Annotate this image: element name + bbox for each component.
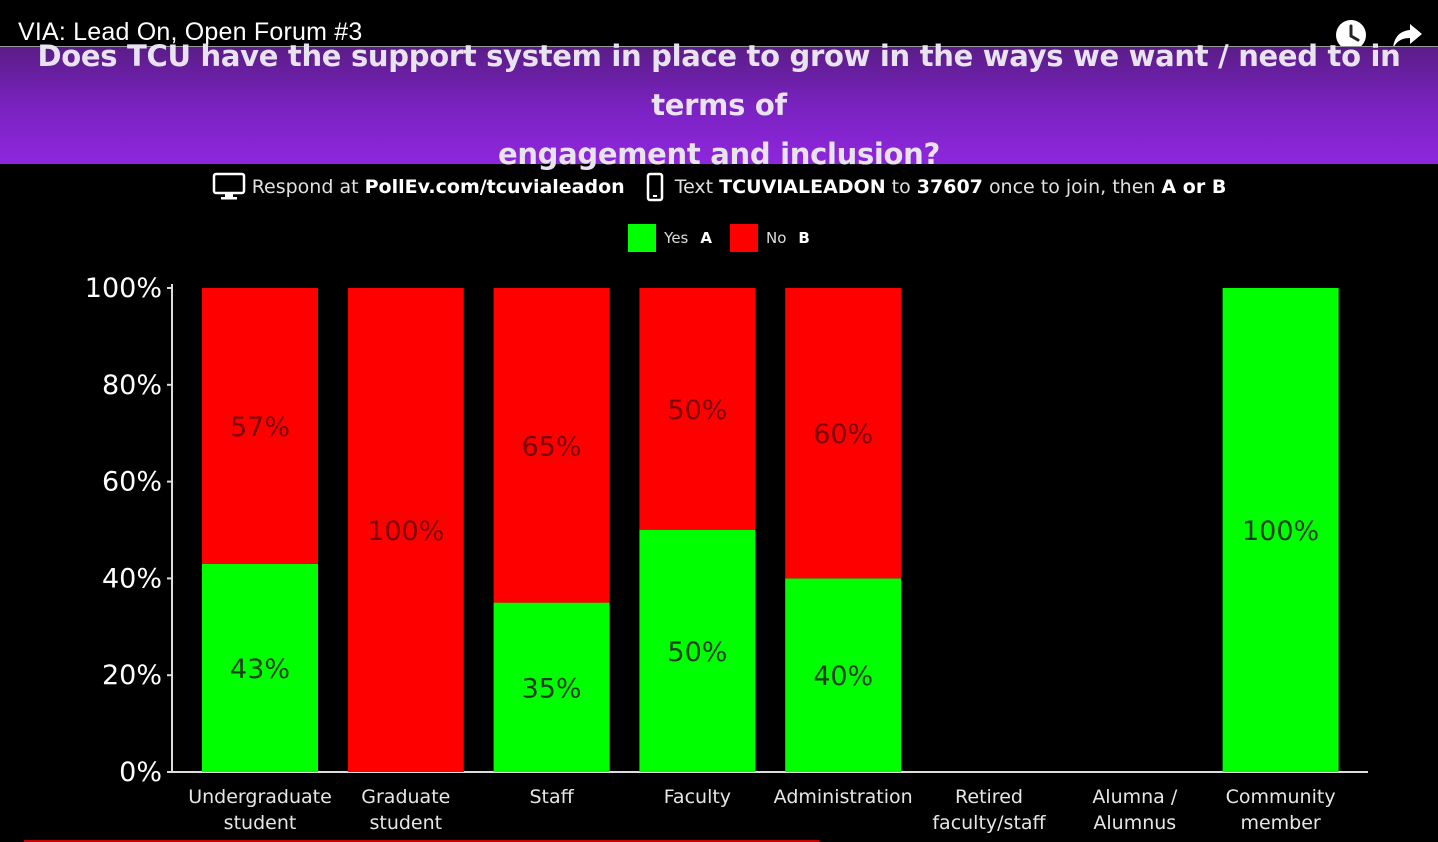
phone-icon bbox=[646, 172, 663, 202]
x-tick-label: Staff bbox=[529, 786, 574, 808]
x-tick-label: Undergraduate bbox=[188, 786, 332, 808]
x-tick-label: student bbox=[369, 812, 442, 834]
legend-key-yes: A bbox=[700, 229, 712, 247]
text-prefix: Text bbox=[674, 176, 714, 198]
y-tick-label: 40% bbox=[102, 563, 162, 594]
x-tick-label: Retired bbox=[955, 786, 1023, 808]
y-tick-label: 60% bbox=[102, 467, 162, 498]
x-tick-label: Graduate bbox=[361, 786, 450, 808]
bar-label-no: 57% bbox=[230, 412, 290, 443]
legend-key-no: B bbox=[798, 229, 810, 247]
legend-swatch-yes bbox=[628, 224, 657, 252]
share-icon[interactable] bbox=[1390, 18, 1424, 52]
bar-yes bbox=[639, 530, 756, 772]
y-tick-label: 20% bbox=[102, 660, 162, 691]
x-tick-label: faculty/staff bbox=[932, 812, 1046, 834]
legend-item-yes: Yes A bbox=[628, 224, 712, 252]
bar-yes bbox=[1222, 288, 1339, 772]
x-tick-label: Faculty bbox=[664, 786, 731, 808]
chart-legend: Yes A No B bbox=[0, 222, 1438, 254]
text-number: 37607 bbox=[916, 176, 983, 198]
bar-label-no: 65% bbox=[522, 431, 582, 462]
question-banner: Does TCU have the support system in plac… bbox=[0, 39, 1438, 171]
bar-label-yes: 43% bbox=[230, 654, 290, 685]
bar-no bbox=[202, 288, 318, 564]
text-suffix: once to join, then bbox=[988, 176, 1156, 198]
bar-yes bbox=[493, 602, 610, 772]
bar-no bbox=[493, 288, 610, 603]
video-controls bbox=[1334, 18, 1424, 52]
x-tick-label: student bbox=[224, 812, 297, 834]
poll-question-line-2: engagement and inclusion? bbox=[497, 137, 941, 171]
bar-label-no: 50% bbox=[667, 395, 727, 426]
respond-url[interactable]: PollEv.com/tcuvialeadon bbox=[364, 176, 625, 198]
bar-label-yes: 35% bbox=[522, 673, 582, 704]
respond-prefix: Respond at bbox=[251, 176, 359, 198]
text-code: TCUVIALEADON bbox=[719, 176, 886, 198]
text-choices: A or B bbox=[1161, 176, 1227, 198]
monitor-icon bbox=[212, 172, 245, 200]
bar-label-yes: 100% bbox=[1242, 516, 1319, 547]
x-tick-label: Community bbox=[1226, 786, 1336, 808]
x-tick-label: Alumnus bbox=[1093, 812, 1176, 834]
bar-no bbox=[347, 288, 464, 772]
x-tick-label: Alumna / bbox=[1092, 786, 1178, 808]
bar-label-yes: 40% bbox=[813, 661, 873, 692]
poll-question-line-1: Does TCU have the support system in plac… bbox=[37, 39, 1401, 122]
y-tick-label: 100% bbox=[85, 273, 162, 304]
bar-no bbox=[785, 288, 902, 579]
legend-swatch-no bbox=[729, 224, 758, 252]
y-tick-label: 80% bbox=[102, 370, 162, 401]
poll-question: Does TCU have the support system in plac… bbox=[19, 32, 1419, 179]
y-tick-label: 0% bbox=[119, 757, 162, 788]
bar-yes bbox=[202, 563, 318, 772]
video-progress-bar[interactable] bbox=[24, 840, 819, 842]
legend-label-no: No bbox=[765, 229, 787, 247]
x-tick-label: member bbox=[1240, 812, 1320, 834]
clock-icon[interactable] bbox=[1334, 18, 1368, 52]
text-to: to bbox=[891, 176, 911, 198]
bar-label-no: 100% bbox=[367, 516, 444, 547]
bar-yes bbox=[785, 578, 902, 772]
video-title: VIA: Lead On, Open Forum #3 bbox=[18, 18, 363, 46]
response-instructions: Respond at PollEv.com/tcuvialeadon Text … bbox=[0, 170, 1438, 204]
legend-label-yes: Yes bbox=[664, 229, 689, 247]
bar-label-yes: 50% bbox=[667, 637, 727, 668]
x-tick-label: Administration bbox=[774, 786, 913, 808]
bar-no bbox=[639, 288, 756, 530]
bar-label-no: 60% bbox=[813, 419, 873, 450]
legend-item-no: No B bbox=[729, 224, 810, 252]
